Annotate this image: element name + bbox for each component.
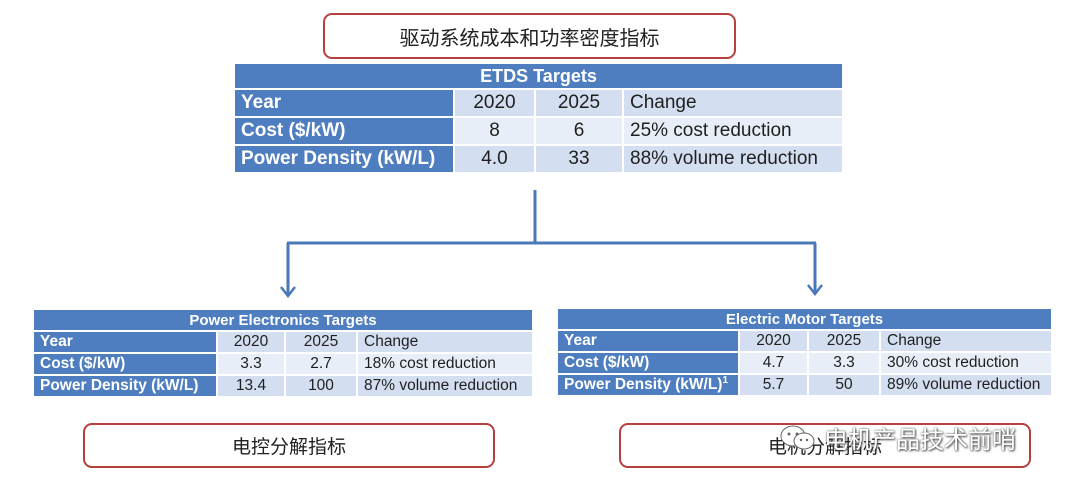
em-year-2020: 2020 [740, 331, 807, 351]
left-callout: 电控分解指标 [83, 423, 495, 468]
em-year-2025: 2025 [809, 331, 879, 351]
etds-year-2025: 2025 [536, 90, 622, 116]
em-change-label: Change [881, 331, 1051, 351]
em-header-row: Year 2020 2025 Change [558, 331, 1051, 351]
em-density-label-cell: Power Density (kW/L)1 [558, 375, 738, 395]
em-cost-label: Cost ($/kW) [558, 353, 738, 373]
em-cost-row: Cost ($/kW) 4.7 3.3 30% cost reduction [558, 353, 1051, 373]
pe-cost-2020: 3.3 [218, 354, 284, 374]
left-arrowhead [280, 286, 296, 299]
pe-density-row: Power Density (kW/L) 13.4 100 87% volume… [34, 376, 532, 396]
pe-title: Power Electronics Targets [34, 310, 532, 330]
etds-cost-row: Cost ($/kW) 8 6 25% cost reduction [235, 118, 842, 144]
pe-density-2020: 13.4 [218, 376, 284, 396]
em-footnote-mark: 1 [722, 375, 729, 387]
etds-targets-table: ETDS Targets Year 2020 2025 Change Cost … [233, 62, 844, 174]
em-cost-change: 30% cost reduction [881, 353, 1051, 373]
pe-year-2025: 2025 [286, 332, 356, 352]
pe-density-2025: 100 [286, 376, 356, 396]
watermark-text: 电机产品技术前哨 [824, 426, 1016, 454]
right-arrowhead [807, 284, 823, 297]
pe-year-label: Year [34, 332, 216, 352]
em-density-2025: 50 [809, 375, 879, 395]
etds-density-row: Power Density (kW/L) 4.0 33 88% volume r… [235, 146, 842, 172]
pe-cost-change: 18% cost reduction [358, 354, 532, 374]
etds-title: ETDS Targets [235, 64, 842, 88]
pe-cost-2025: 2.7 [286, 354, 356, 374]
em-year-label: Year [558, 331, 738, 351]
etds-year-label: Year [235, 90, 453, 116]
pe-change-label: Change [358, 332, 532, 352]
em-density-row: Power Density (kW/L)1 5.7 50 89% volume … [558, 375, 1051, 395]
etds-density-2020: 4.0 [455, 146, 534, 172]
em-density-change: 89% volume reduction [881, 375, 1051, 395]
em-density-2020: 5.7 [740, 375, 807, 395]
etds-cost-2020: 8 [455, 118, 534, 144]
pe-cost-row: Cost ($/kW) 3.3 2.7 18% cost reduction [34, 354, 532, 374]
etds-year-2020: 2020 [455, 90, 534, 116]
pe-density-label: Power Density (kW/L) [34, 376, 216, 396]
wechat-icon [780, 425, 815, 449]
pe-density-change: 87% volume reduction [358, 376, 532, 396]
em-density-label: Power Density (kW/L) [564, 376, 723, 394]
watermark: 电机产品技术前哨 [778, 420, 1016, 455]
pe-header-row: Year 2020 2025 Change [34, 332, 532, 352]
etds-cost-2025: 6 [536, 118, 622, 144]
em-cost-2025: 3.3 [809, 353, 879, 373]
top-callout: 驱动系统成本和功率密度指标 [323, 13, 736, 59]
etds-density-label: Power Density (kW/L) [235, 146, 453, 172]
pe-year-2020: 2020 [218, 332, 284, 352]
top-callout-text: 驱动系统成本和功率密度指标 [399, 25, 660, 50]
electric-motor-targets-table: Electric Motor Targets Year 2020 2025 Ch… [556, 307, 1053, 397]
pe-cost-label: Cost ($/kW) [34, 354, 216, 374]
etds-header-row: Year 2020 2025 Change [235, 90, 842, 116]
etds-cost-change: 25% cost reduction [624, 118, 842, 144]
left-callout-text: 电控分解指标 [231, 436, 346, 458]
etds-density-change: 88% volume reduction [624, 146, 842, 172]
etds-cost-label: Cost ($/kW) [235, 118, 453, 144]
etds-density-2025: 33 [536, 146, 622, 172]
em-title: Electric Motor Targets [558, 309, 1051, 329]
power-electronics-targets-table: Power Electronics Targets Year 2020 2025… [32, 308, 534, 398]
em-cost-2020: 4.7 [740, 353, 807, 373]
etds-change-label: Change [624, 90, 842, 116]
right-callout: 电机分解指标 [619, 423, 1031, 468]
